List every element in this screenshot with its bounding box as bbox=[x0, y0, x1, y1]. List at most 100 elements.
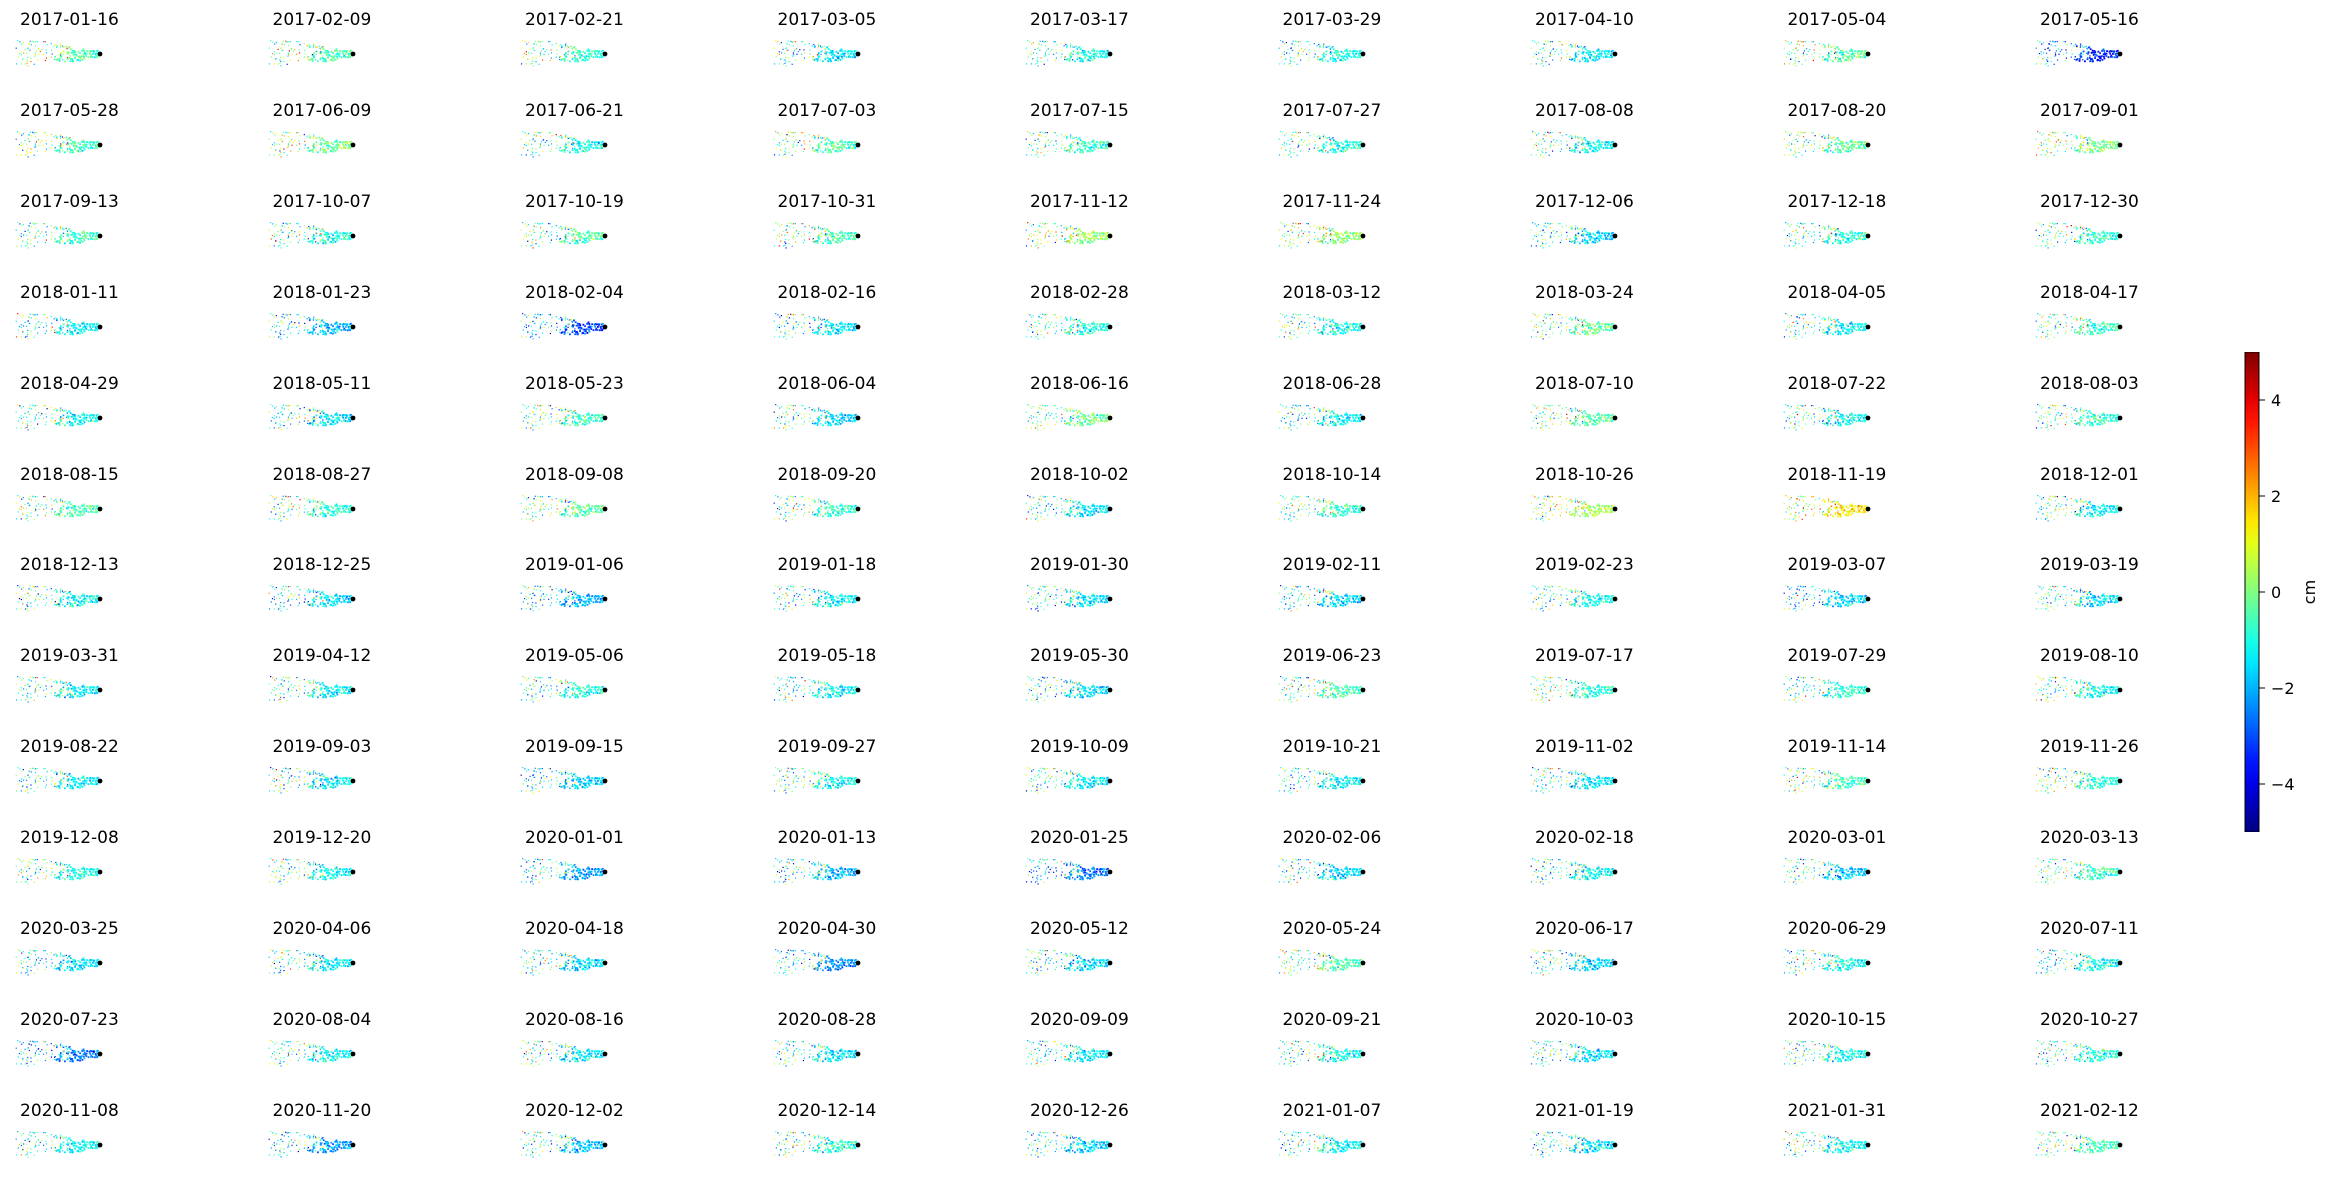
scatter-point bbox=[2084, 46, 2086, 48]
scatter-point bbox=[1794, 242, 1796, 244]
scatter-point bbox=[1783, 229, 1785, 231]
scatter-point bbox=[1332, 139, 1335, 141]
scatter-point bbox=[306, 329, 308, 331]
scatter-point bbox=[1106, 146, 1109, 149]
scatter-point bbox=[37, 332, 39, 334]
scatter-point bbox=[1813, 57, 1815, 59]
scatter-point bbox=[335, 140, 338, 143]
scatter-point bbox=[1535, 235, 1537, 237]
scatter-point bbox=[306, 136, 308, 138]
scatter-point bbox=[1788, 51, 1790, 53]
scatter-point bbox=[2112, 141, 2115, 144]
scatter-point bbox=[1036, 244, 1038, 246]
scatter-point bbox=[1604, 140, 1607, 143]
scatter-point bbox=[318, 136, 320, 138]
scatter-point bbox=[1047, 150, 1049, 152]
scatter-point bbox=[1340, 55, 1343, 58]
scatter-point bbox=[1093, 52, 1096, 55]
scatter-point bbox=[96, 328, 98, 331]
scatter-point bbox=[778, 245, 780, 247]
scatter-point bbox=[2079, 46, 2081, 48]
scatter-point bbox=[320, 323, 322, 326]
scatter-point bbox=[565, 134, 567, 136]
scatter-point bbox=[836, 59, 839, 62]
scatter-point bbox=[20, 142, 22, 144]
scatter-point bbox=[1065, 134, 1067, 136]
scatter-point bbox=[26, 153, 28, 155]
reference-point bbox=[350, 233, 355, 239]
scatter-point bbox=[318, 47, 321, 49]
scatter-point bbox=[96, 325, 99, 327]
scatter-point bbox=[1048, 53, 1050, 55]
scatter-point bbox=[2086, 233, 2089, 235]
scatter-point bbox=[51, 231, 53, 233]
scatter-point bbox=[1077, 51, 1080, 54]
scatter-point bbox=[1357, 234, 1359, 237]
scatter-point bbox=[1550, 50, 1552, 52]
scatter-point bbox=[595, 141, 598, 144]
reference-point bbox=[1107, 51, 1113, 57]
scatter-point bbox=[2037, 147, 2039, 149]
scatter-point bbox=[336, 239, 338, 242]
scatter-point bbox=[532, 156, 534, 158]
scatter-point bbox=[2088, 147, 2091, 150]
scatter-point bbox=[1321, 241, 1323, 244]
scatter-point bbox=[1034, 48, 1036, 50]
scatter-point bbox=[1834, 143, 1837, 146]
scatter-point bbox=[1851, 148, 1853, 151]
scatter-point bbox=[1612, 140, 1614, 143]
scatter-point bbox=[1836, 57, 1839, 59]
scatter-point bbox=[533, 133, 535, 136]
scatter-point bbox=[564, 137, 566, 139]
scatter-point bbox=[1810, 235, 1812, 237]
scatter-point bbox=[1049, 50, 1051, 53]
scatter-point bbox=[278, 62, 281, 64]
scatter-point bbox=[268, 138, 270, 140]
scatter-point bbox=[2089, 146, 2091, 148]
scatter-point bbox=[1076, 139, 1078, 141]
scatter-point bbox=[1801, 41, 1803, 43]
scatter-point bbox=[1300, 139, 1302, 141]
scatter-point bbox=[527, 132, 529, 135]
scatter-point bbox=[1827, 54, 1829, 56]
scatter-point bbox=[1589, 232, 1592, 235]
scatter-point bbox=[1598, 235, 1600, 237]
scatter-point bbox=[826, 151, 829, 153]
scatter-point bbox=[1030, 245, 1032, 247]
scatter-point bbox=[1348, 234, 1350, 237]
scatter-point bbox=[1812, 131, 1814, 134]
scatter-point bbox=[41, 321, 43, 323]
scatter-point bbox=[526, 134, 528, 136]
scatter-point bbox=[544, 50, 546, 53]
scatter-point bbox=[1343, 237, 1346, 239]
scatter-point bbox=[1027, 238, 1029, 240]
scatter-point bbox=[1552, 59, 1554, 61]
scatter-point bbox=[2082, 46, 2084, 48]
scatter-point bbox=[543, 144, 545, 146]
scatter-point bbox=[1605, 236, 1608, 239]
scatter-point bbox=[1596, 59, 1599, 61]
scatter-point bbox=[2097, 237, 2100, 240]
scatter-point bbox=[1573, 239, 1576, 242]
scatter-point bbox=[567, 150, 569, 152]
scatter-point bbox=[65, 136, 67, 138]
scatter-point bbox=[1542, 238, 1544, 240]
scatter-point bbox=[2101, 59, 2104, 61]
scatter-point bbox=[2094, 51, 2097, 53]
scatter-point bbox=[1027, 147, 1029, 149]
scatter-point bbox=[1287, 48, 1289, 50]
scatter-point bbox=[67, 147, 69, 149]
scatter-point bbox=[1351, 52, 1354, 55]
scatter-point bbox=[1075, 45, 1077, 47]
scatter-point bbox=[563, 144, 565, 147]
scatter-point bbox=[817, 44, 819, 47]
scatter-point bbox=[54, 240, 56, 242]
scatter-point bbox=[1031, 43, 1033, 45]
scatter-point bbox=[26, 241, 28, 243]
scatter-point bbox=[333, 55, 336, 58]
scatter-point bbox=[1313, 43, 1315, 45]
scatter-point bbox=[854, 140, 857, 143]
scatter-point bbox=[1283, 142, 1285, 144]
scatter-point bbox=[2103, 57, 2106, 60]
scatter-point bbox=[778, 144, 780, 146]
